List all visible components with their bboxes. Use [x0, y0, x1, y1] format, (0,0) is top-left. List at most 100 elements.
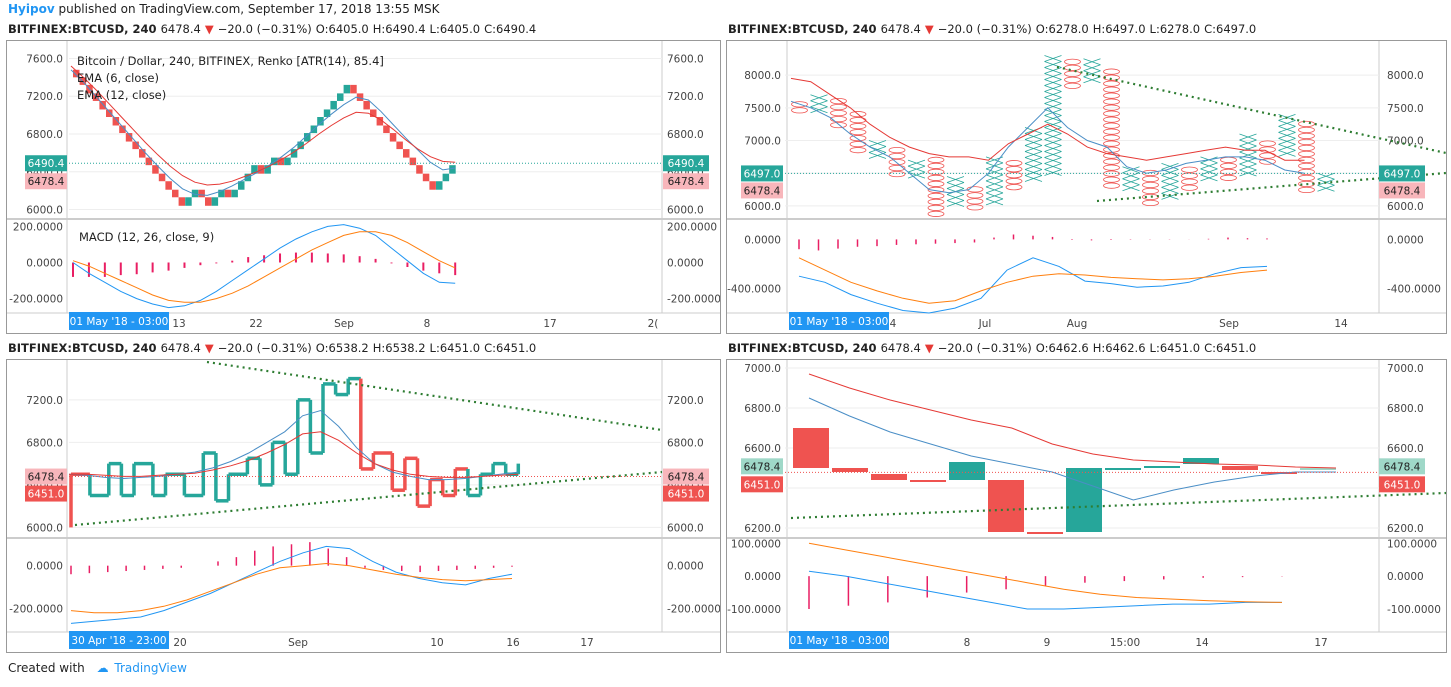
ind-tick-label-right: -200.0000 — [667, 294, 720, 306]
price-badge-right-bottom: 6478.4 — [668, 176, 705, 188]
renko-brick — [337, 93, 344, 101]
pnf-x-mark — [985, 186, 1004, 194]
open-value: O:6278.0 — [1035, 22, 1089, 36]
candle-body — [988, 480, 1024, 532]
renko-brick — [112, 117, 120, 126]
pnf-x-mark — [1044, 115, 1062, 122]
renko-brick — [172, 189, 179, 198]
close-value: C:6490.4 — [484, 22, 537, 36]
y-tick-label-right: 6800.0 — [1387, 403, 1424, 415]
chart-panel-renko[interactable]: 7600.0 7600.0 7200.0 7200.0 6800.0 6800.0 6400… — [6, 40, 721, 334]
ind-tick-label-right: 0.0000 — [667, 257, 704, 269]
panel-2-header: BITFINEX:BTCUSD, 240 6478.4 ▼ −20.0 (−0.… — [728, 22, 1256, 36]
ind-tick-label: 0.0000 — [744, 234, 781, 246]
pnf-o-mark — [1298, 174, 1315, 182]
pnf-x-mark — [1239, 157, 1257, 165]
x-tick-label: Aug — [1067, 318, 1088, 330]
down-arrow-icon: ▼ — [204, 341, 214, 355]
last-price: 6478.4 — [160, 341, 201, 355]
price-badge-right-top-bg — [1379, 458, 1425, 475]
y-tick-label-right: 6000.0 — [667, 522, 704, 534]
pnf-x-mark — [1024, 157, 1043, 164]
price-badge-left-bottom-bg — [741, 476, 783, 493]
pnf-o-mark — [966, 186, 984, 193]
pnf-x-mark — [868, 140, 887, 147]
low-value: L:6451.0 — [1149, 341, 1201, 355]
pnf-x-mark — [1044, 85, 1062, 92]
pnf-o-mark — [1103, 158, 1120, 165]
y-tick-label: 6800.0 — [744, 403, 781, 415]
renko-brick — [449, 165, 456, 174]
pnf-o-mark — [966, 204, 984, 211]
renko-brick — [125, 133, 133, 142]
renko-brick — [277, 157, 285, 166]
symbol-label: BITFINEX:BTCUSD, 240 — [728, 22, 877, 36]
pnf-o-mark — [1103, 68, 1120, 75]
renko-brick — [416, 165, 423, 174]
candle-body — [832, 468, 868, 472]
pnf-o-mark — [927, 156, 945, 163]
price-badge-left-bottom: 6451.0 — [28, 489, 65, 501]
price-badge-right-bottom: 6451.0 — [1384, 479, 1421, 491]
tradingview-link[interactable]: TradingView — [114, 661, 187, 675]
ind-tick-label-right: 100.0000 — [1387, 538, 1437, 550]
pnf-o-mark — [927, 168, 945, 175]
price-badge-right-top: 6490.4 — [668, 158, 705, 170]
renko-brick — [231, 189, 238, 198]
x-tick-label: 4 — [890, 318, 897, 330]
renko-brick — [330, 100, 337, 110]
ema-long-line — [790, 77, 1305, 161]
chart-panel-candles[interactable]: 7000.07000.06800.06800.06600.06600.06400… — [726, 359, 1447, 653]
pnf-o-mark — [1103, 182, 1120, 189]
price-badge-right-top-bg — [1379, 165, 1425, 182]
author-link[interactable]: Hyipov — [8, 2, 55, 16]
trendline-upper — [206, 360, 663, 432]
price-badge-left-bottom: 6451.0 — [744, 479, 781, 491]
pnf-x-mark — [1044, 127, 1062, 134]
macd-line — [70, 545, 513, 624]
price-badge-right-bottom-bg — [663, 173, 709, 190]
macd-line — [798, 257, 1268, 314]
chart-panel-kagi[interactable]: 7200.07200.06800.06800.06400.06400.06000… — [6, 359, 721, 653]
pnf-o-mark — [830, 97, 847, 105]
y-tick-label-right: 7000.0 — [1387, 363, 1424, 375]
y-tick-label: 6800.0 — [26, 129, 63, 141]
ind-tick-label: -100.0000 — [727, 604, 781, 616]
pnf-x-mark — [907, 171, 926, 179]
x-tick-label: 17 — [580, 637, 593, 649]
pnf-o-mark — [1142, 181, 1159, 189]
pnf-o-mark — [966, 192, 984, 199]
ind-tick-label: -200.0000 — [9, 294, 63, 306]
pnf-x-mark — [1317, 172, 1335, 180]
y-tick-label-right: 6800.0 — [667, 129, 704, 141]
pnf-o-mark — [1298, 162, 1315, 170]
pnf-o-mark — [1220, 168, 1237, 175]
renko-brick — [429, 181, 436, 190]
ind-tick-label-right: 0.0000 — [1387, 234, 1424, 246]
change-text: −20.0 (−0.31%) — [217, 341, 312, 355]
pnf-x-mark — [1044, 91, 1062, 98]
candle-body — [1183, 458, 1219, 464]
ema-long-line — [69, 431, 519, 478]
pnf-o-mark — [1298, 168, 1315, 176]
pnf-x-mark — [1044, 67, 1062, 74]
pnf-x-mark — [907, 165, 926, 173]
pnf-o-mark — [927, 162, 945, 169]
price-badge-right-bottom: 6451.0 — [668, 489, 705, 501]
down-arrow-icon: ▼ — [204, 22, 214, 36]
y-tick-label-right: 7200.0 — [667, 91, 704, 103]
price-badge-left-top: 6490.4 — [28, 158, 65, 170]
price-badge-right-bottom-bg — [1379, 476, 1425, 493]
pnf-o-mark — [1298, 180, 1315, 188]
pnf-x-mark — [1044, 139, 1062, 146]
pnf-o-mark — [927, 186, 945, 193]
pnf-o-mark — [927, 180, 945, 187]
close-value: C:6451.0 — [1204, 341, 1257, 355]
open-value: O:6405.0 — [315, 22, 369, 36]
y-tick-label: 6000.0 — [26, 205, 63, 217]
pnf-x-mark — [985, 180, 1004, 188]
x-tick-label: 16 — [506, 637, 520, 649]
signal-line — [72, 231, 456, 303]
chart-panel-pnf[interactable]: 8000.08000.07500.07500.07000.07000.06500… — [726, 40, 1447, 334]
